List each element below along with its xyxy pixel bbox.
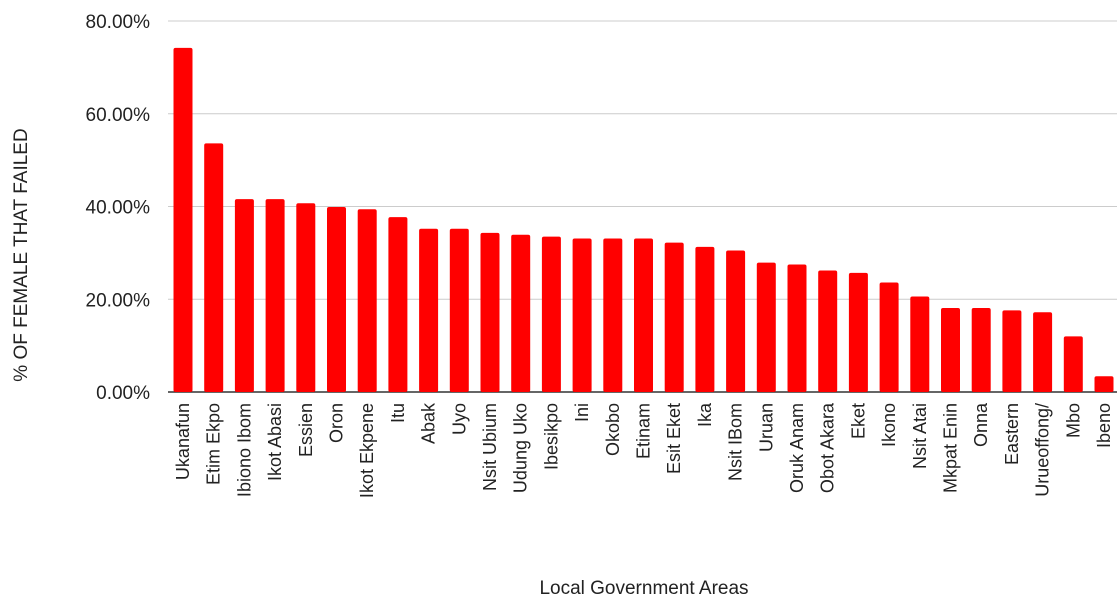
x-category-label: Ibiono Ibom <box>234 403 254 497</box>
x-category-label: Ika <box>695 402 715 427</box>
bar <box>818 270 838 392</box>
bar <box>879 282 899 392</box>
bar <box>756 262 776 392</box>
x-category-label: Uyo <box>449 403 469 435</box>
x-category-label: Ukanafun <box>173 403 193 480</box>
x-category-label: Oron <box>327 403 347 443</box>
x-category-label: Essien <box>296 403 316 457</box>
bar <box>265 199 285 392</box>
bar <box>787 264 807 392</box>
bar <box>388 217 408 392</box>
bar <box>173 47 193 393</box>
x-category-label: Onna <box>971 402 991 447</box>
bar <box>971 308 991 392</box>
bar <box>449 228 469 392</box>
x-category-label: Mkpat Enin <box>941 403 961 493</box>
x-category-label: Etinam <box>634 403 654 459</box>
bar <box>204 143 224 392</box>
x-category-label: Nsit IBom <box>726 403 746 481</box>
y-tick-label: 80.00% <box>86 12 151 33</box>
bar <box>480 232 500 392</box>
bar <box>1033 312 1053 392</box>
bar <box>910 296 930 392</box>
x-category-label: Uruan <box>756 403 776 452</box>
bar <box>726 250 746 392</box>
x-category-label: Itu <box>388 403 408 423</box>
x-category-label: Oruk Anam <box>787 403 807 493</box>
x-category-label: Eket <box>848 403 868 439</box>
x-category-label: Abak <box>419 402 439 444</box>
x-category-label: Esit Eket <box>664 403 684 474</box>
x-category-label: Ibeno <box>1094 403 1114 448</box>
x-category-label: Ikono <box>879 403 899 447</box>
y-tick-label: 40.00% <box>86 198 151 219</box>
bar <box>941 308 960 392</box>
bar <box>848 272 868 392</box>
bar <box>234 199 254 392</box>
x-category-label: Etim Ekpo <box>204 403 224 485</box>
x-category-label: Obot Akara <box>818 402 838 493</box>
bar <box>327 206 346 392</box>
bar <box>419 228 439 392</box>
bars <box>173 47 1114 393</box>
bar <box>296 203 316 392</box>
bar <box>1094 376 1114 392</box>
x-category-label: Eastern <box>1002 403 1022 465</box>
x-category-label: Ini <box>572 403 592 422</box>
x-category-label: Udung Uko <box>511 403 531 493</box>
bar <box>634 238 653 392</box>
bar <box>695 246 715 392</box>
y-tick-label: 60.00% <box>86 105 151 126</box>
x-category-label: Ikot Ekpene <box>357 403 377 498</box>
y-tick-label: 0.00% <box>96 383 150 404</box>
bar <box>511 234 531 392</box>
x-category-label: Ibesikpo <box>541 403 561 470</box>
x-category-label: Ikot Abasi <box>265 403 285 481</box>
x-category-label: Urueoffong/ <box>1033 403 1053 497</box>
bar <box>357 209 377 392</box>
x-category-label: Nsit Ubium <box>480 403 500 491</box>
x-category-label: Mbo <box>1063 403 1083 438</box>
x-axis-title: Local Government Areas <box>539 578 748 595</box>
y-tick-label: 20.00% <box>86 290 151 311</box>
x-category-label: Okobo <box>603 403 623 456</box>
bar <box>541 236 561 392</box>
y-axis-tick-labels: 0.00% 20.00% 40.00% 60.00% 80.00% <box>86 12 151 404</box>
bar <box>664 242 684 392</box>
x-category-label: Nsit Atai <box>910 403 930 469</box>
bar <box>1002 310 1022 392</box>
bar <box>572 238 592 392</box>
y-axis-title: % OF FEMALE THAT FAILED <box>11 128 32 381</box>
bar <box>1063 336 1083 392</box>
bar <box>603 238 623 392</box>
x-axis-category-labels: Ukanafun Etim Ekpo Ibiono Ibom Ikot Abasi Es… <box>173 402 1114 498</box>
